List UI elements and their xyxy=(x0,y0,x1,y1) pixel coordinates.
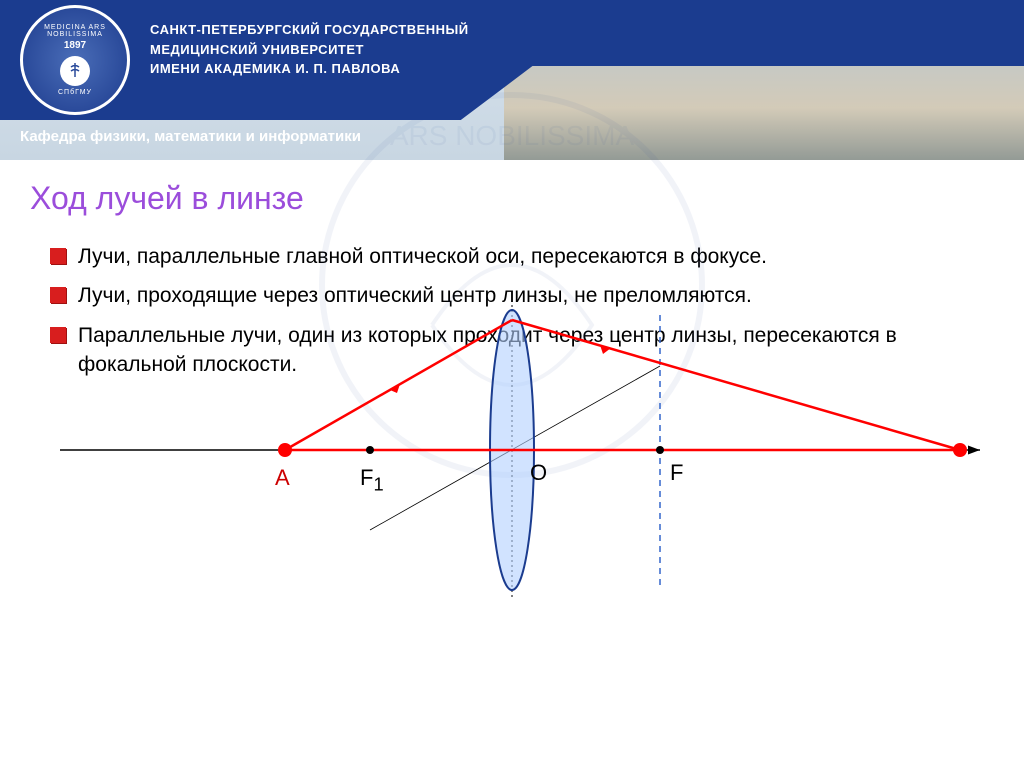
department-name: Кафедра физики, математики и информатики xyxy=(20,128,361,145)
ray1-refracted xyxy=(512,320,960,450)
university-logo: MEDICINA ARS NOBILISSIMA 1897 СПбГМУ xyxy=(20,5,130,115)
point-image xyxy=(953,443,967,457)
point-F1 xyxy=(366,446,374,454)
diagram-svg xyxy=(0,260,1024,640)
logo-bottom-text: СПбГМУ xyxy=(58,89,92,96)
uni-line2: МЕДИЦИНСКИЙ УНИВЕРСИТЕТ xyxy=(150,40,469,60)
point-A xyxy=(278,443,292,457)
label-A: A xyxy=(275,465,290,491)
point-F xyxy=(656,446,664,454)
ray-diagram: A F1 O F xyxy=(0,260,1024,640)
slide-title: Ход лучей в линзе xyxy=(30,180,994,217)
uni-line3: ИМЕНИ АКАДЕМИКА И. П. ПАВЛОВА xyxy=(150,59,469,79)
label-O: O xyxy=(530,460,547,486)
logo-year: 1897 xyxy=(64,40,86,51)
logo-top-text: MEDICINA ARS NOBILISSIMA xyxy=(23,24,127,38)
label-F: F xyxy=(670,460,683,486)
uni-line1: САНКТ-ПЕТЕРБУРГСКИЙ ГОСУДАРСТВЕННЫЙ xyxy=(150,20,469,40)
label-F1: F1 xyxy=(360,465,384,495)
university-name: САНКТ-ПЕТЕРБУРГСКИЙ ГОСУДАРСТВЕННЫЙ МЕДИ… xyxy=(150,20,469,79)
header-banner: MEDICINA ARS NOBILISSIMA 1897 СПбГМУ САН… xyxy=(0,0,1024,160)
logo-emblem-icon xyxy=(60,56,90,86)
